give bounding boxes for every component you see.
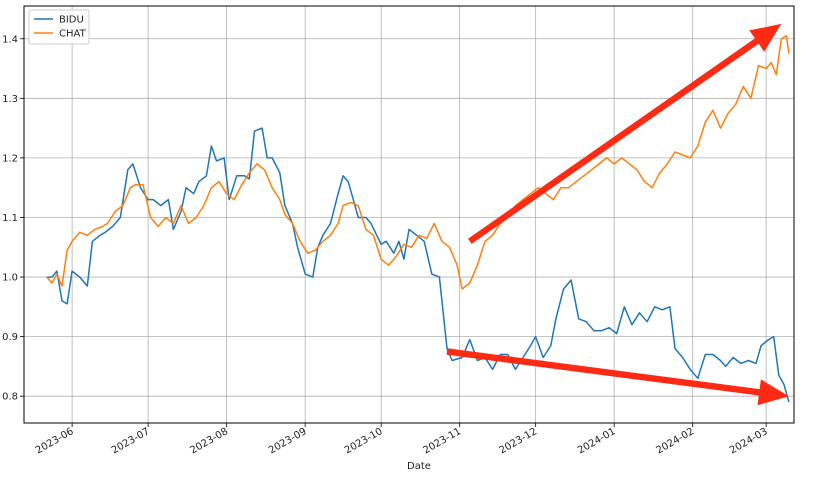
- y-tick-label: 0.9: [2, 332, 18, 343]
- legend-label-chat: CHAT: [59, 29, 87, 40]
- y-tick-label: 1.2: [2, 153, 18, 164]
- x-axis-title: Date: [407, 461, 431, 472]
- y-tick-label: 1.3: [2, 94, 18, 105]
- y-tick-label: 1.1: [2, 213, 18, 224]
- y-tick-label: 1.0: [2, 273, 18, 284]
- plot-frame: [23, 5, 795, 424]
- y-tick-label: 1.4: [2, 34, 18, 45]
- y-tick-label: 0.8: [2, 392, 18, 403]
- series-lines: [46, 35, 790, 403]
- annotation-arrow: [446, 348, 789, 406]
- series-line-bidu: [46, 127, 790, 403]
- annotation-arrows: [446, 23, 789, 406]
- y-axis-ticks: 0.8 0.9 1.0 1.1 1.2 1.3 1.4: [2, 34, 24, 403]
- annotation-arrow: [468, 23, 782, 244]
- grid-lines: [24, 6, 794, 423]
- legend-label-bidu: BIDU: [59, 15, 84, 26]
- legend: BIDU CHAT: [28, 9, 90, 45]
- series-line-chat: [46, 35, 790, 290]
